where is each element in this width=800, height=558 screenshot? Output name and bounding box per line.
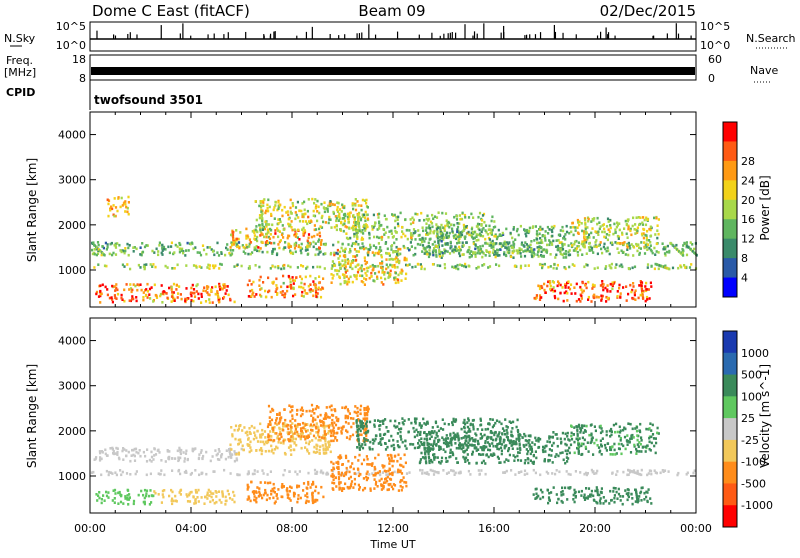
power-x-ticks: [90, 112, 696, 307]
colorbar-tick: 1000: [741, 347, 769, 360]
y-tick-label: 3000: [58, 174, 86, 187]
colorbar-tick: 28: [741, 155, 755, 168]
colorbar-tick: 4: [741, 272, 748, 285]
freq-tick-top: 18: [72, 53, 86, 66]
power-colorbar-label: Power [dB]: [758, 175, 772, 240]
y-tick-label: 4000: [58, 129, 86, 142]
nsearch-tick-top: 10^5: [700, 20, 730, 33]
velocity-x-ticks: 00:00 04:00 08:00 12:00 16:00 20:00 00:00: [74, 318, 712, 535]
date-label: 02/Dec/2015: [600, 2, 696, 20]
freq-tick-bottom: 8: [79, 72, 86, 85]
freq-label-line2: [MHz]: [4, 66, 36, 79]
nsky-tick-bottom: 10^0: [56, 39, 86, 52]
velocity-ylabel: Slant Range [km]: [25, 364, 39, 468]
colorbar-tick: 16: [741, 213, 755, 226]
x-tick-label: 00:00: [74, 522, 106, 535]
x-tick-label: 08:00: [276, 522, 308, 535]
nave-tick-bottom: 0: [708, 72, 715, 85]
nsky-trace: [90, 23, 696, 39]
power-y-ticks: 1000 2000 3000 4000: [58, 129, 696, 277]
y-tick-label: 4000: [58, 335, 86, 348]
velocity-xlabel: Time UT: [369, 538, 415, 551]
x-tick-label: 20:00: [579, 522, 611, 535]
power-cells: [91, 196, 698, 304]
power-ylabel: Slant Range [km]: [25, 158, 39, 262]
nsky-tick-top: 10^5: [56, 20, 86, 33]
colorbar-tick: -500: [741, 477, 766, 490]
velocity-cells: [91, 404, 696, 506]
velocity-colorbar-label: Velocity [m s^-1]: [758, 364, 772, 468]
y-tick-label: 2000: [58, 425, 86, 438]
freq-panel: Freq. [MHz] 18 8 60 0 Nave: [4, 53, 778, 85]
x-tick-label: 00:00: [680, 522, 712, 535]
cpid-program: twofsound 3501: [94, 93, 203, 107]
nsearch-label: N.Search: [746, 32, 796, 45]
beam-label: Beam 09: [358, 2, 425, 20]
colorbar-tick: -1000: [741, 499, 773, 512]
nsearch-tick-bottom: 10^0: [700, 39, 730, 52]
x-tick-label: 12:00: [377, 522, 409, 535]
velocity-panel: 1000 2000 3000 4000 00:00 04:00 08:00 12:00 16:…: [25, 318, 712, 551]
nave-tick-top: 60: [708, 53, 722, 66]
y-tick-label: 2000: [58, 219, 86, 232]
cpid-label: CPID: [6, 86, 35, 99]
colorbar-tick: 24: [741, 174, 755, 187]
colorbar-tick: 25: [741, 412, 755, 425]
colorbar-tick: 20: [741, 194, 755, 207]
power-panel: 1000 2000 3000 4000 Slant Range [km]: [25, 112, 698, 307]
colorbar-tick: 8: [741, 252, 748, 265]
colorbar-tick: 12: [741, 233, 755, 246]
power-colorbar: 4 8 12 16 20 24 28: [723, 122, 755, 298]
nsky-label: N.Sky: [4, 32, 36, 45]
cpid-panel: CPID twofsound 3501: [6, 80, 203, 110]
y-tick-label: 3000: [58, 380, 86, 393]
x-tick-label: 16:00: [478, 522, 510, 535]
x-tick-label: 04:00: [175, 522, 207, 535]
colorbar-tick: -25: [741, 434, 759, 447]
nave-label: Nave: [750, 64, 778, 77]
y-tick-label: 1000: [58, 470, 86, 483]
nsky-panel: N.Sky 10^5 10^0 10^5 10^0 N.Search: [4, 20, 796, 52]
plot-title: Dome C East (fitACF): [92, 2, 250, 20]
y-tick-label: 1000: [58, 264, 86, 277]
